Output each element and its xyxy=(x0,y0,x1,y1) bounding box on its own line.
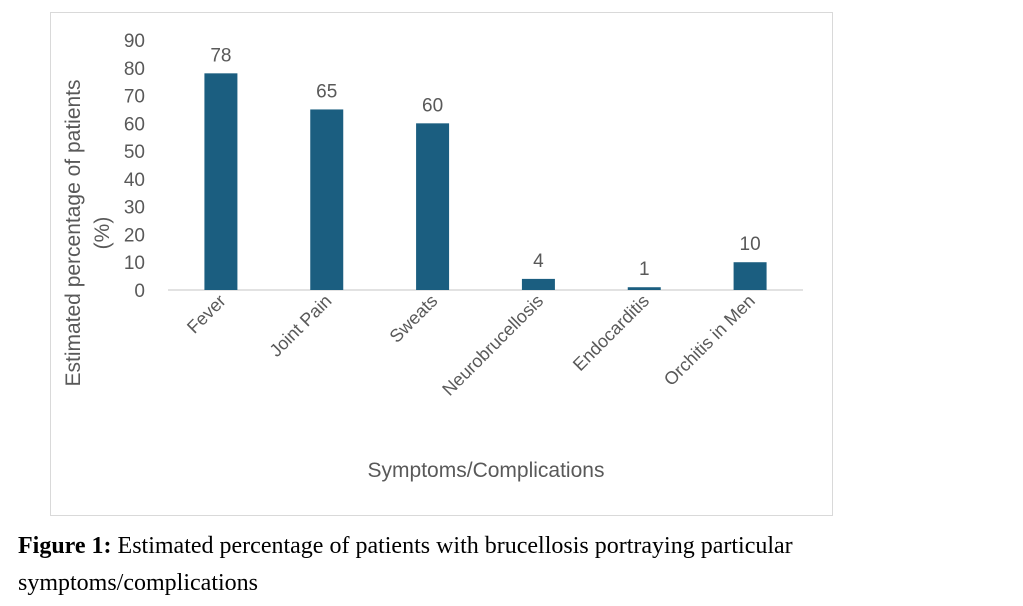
data-label: 65 xyxy=(316,81,337,102)
bar-orchitis-in-men xyxy=(733,262,767,290)
data-label: 4 xyxy=(533,251,544,272)
y-tick-label: 40 xyxy=(124,170,145,191)
data-label: 60 xyxy=(422,95,443,116)
data-label: 10 xyxy=(740,234,761,255)
caption-text: Estimated percentage of patients with br… xyxy=(18,533,793,596)
x-axis-title: Symptoms/Complications xyxy=(368,459,605,482)
y-axis-title-line1: Estimated percentage of patients xyxy=(62,79,85,386)
bar-joint-pain xyxy=(310,109,344,290)
figure-caption: Figure 1: Estimated percentage of patien… xyxy=(18,528,1018,602)
y-tick-label: 0 xyxy=(134,281,145,302)
data-label: 1 xyxy=(639,259,650,280)
y-tick-label: 60 xyxy=(124,114,145,135)
bar-fever xyxy=(204,73,238,290)
data-label: 78 xyxy=(210,45,231,66)
bar-neurobrucellosis xyxy=(521,278,555,290)
y-tick-label: 30 xyxy=(124,198,145,219)
y-tick-label: 80 xyxy=(124,59,145,80)
caption-label: Figure 1: xyxy=(18,533,112,559)
y-tick-label: 20 xyxy=(124,225,145,246)
y-tick-label: 90 xyxy=(124,31,145,52)
y-tick-label: 10 xyxy=(124,253,145,274)
y-tick-label: 50 xyxy=(124,142,145,163)
bar-sweats xyxy=(416,123,450,290)
y-tick-label: 70 xyxy=(124,87,145,108)
bar-endocarditis xyxy=(627,287,661,290)
y-axis-title-line2: (%) xyxy=(91,217,114,250)
